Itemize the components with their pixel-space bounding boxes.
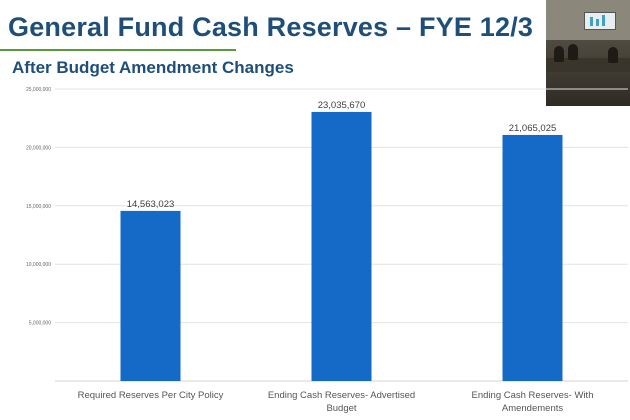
y-tick-label: 10,000,000 [26,262,51,268]
chart-data-labels: 14,563,023 23,035,670 21,065,025 [127,100,557,210]
slide-subtitle: After Budget Amendment Changes [12,58,294,77]
webcam-feed-icon [546,0,630,106]
y-tick-label: 20,000,000 [26,145,51,151]
bar [502,134,563,381]
data-label: 14,563,023 [127,199,175,210]
y-tick-label: 25,000,000 [26,87,51,93]
category-label: Amendements [502,403,564,414]
reserves-bar-chart: 5,000,000 10,000,000 15,000,000 20,000,000 2… [26,87,628,414]
bar [120,210,181,381]
category-label: Ending Cash Reserves- Advertised [268,390,415,401]
bar [311,111,372,382]
category-label: Ending Cash Reserves- With [472,390,594,401]
y-axis-tick-labels: 5,000,000 10,000,000 15,000,000 20,000,000 2… [26,87,51,327]
slide-title: General Fund Cash Reserves – FYE 12/3 [8,12,534,42]
data-label: 23,035,670 [318,100,366,111]
x-axis-category-labels: Required Reserves Per City Policy Ending … [78,390,594,414]
title-underline [0,49,236,51]
category-label: Required Reserves Per City Policy [78,390,224,401]
y-tick-label: 15,000,000 [26,204,51,210]
category-label: Budget [326,403,356,414]
chart-bars [120,111,563,382]
y-tick-label: 5,000,000 [29,321,51,327]
data-label: 21,065,025 [509,123,557,134]
